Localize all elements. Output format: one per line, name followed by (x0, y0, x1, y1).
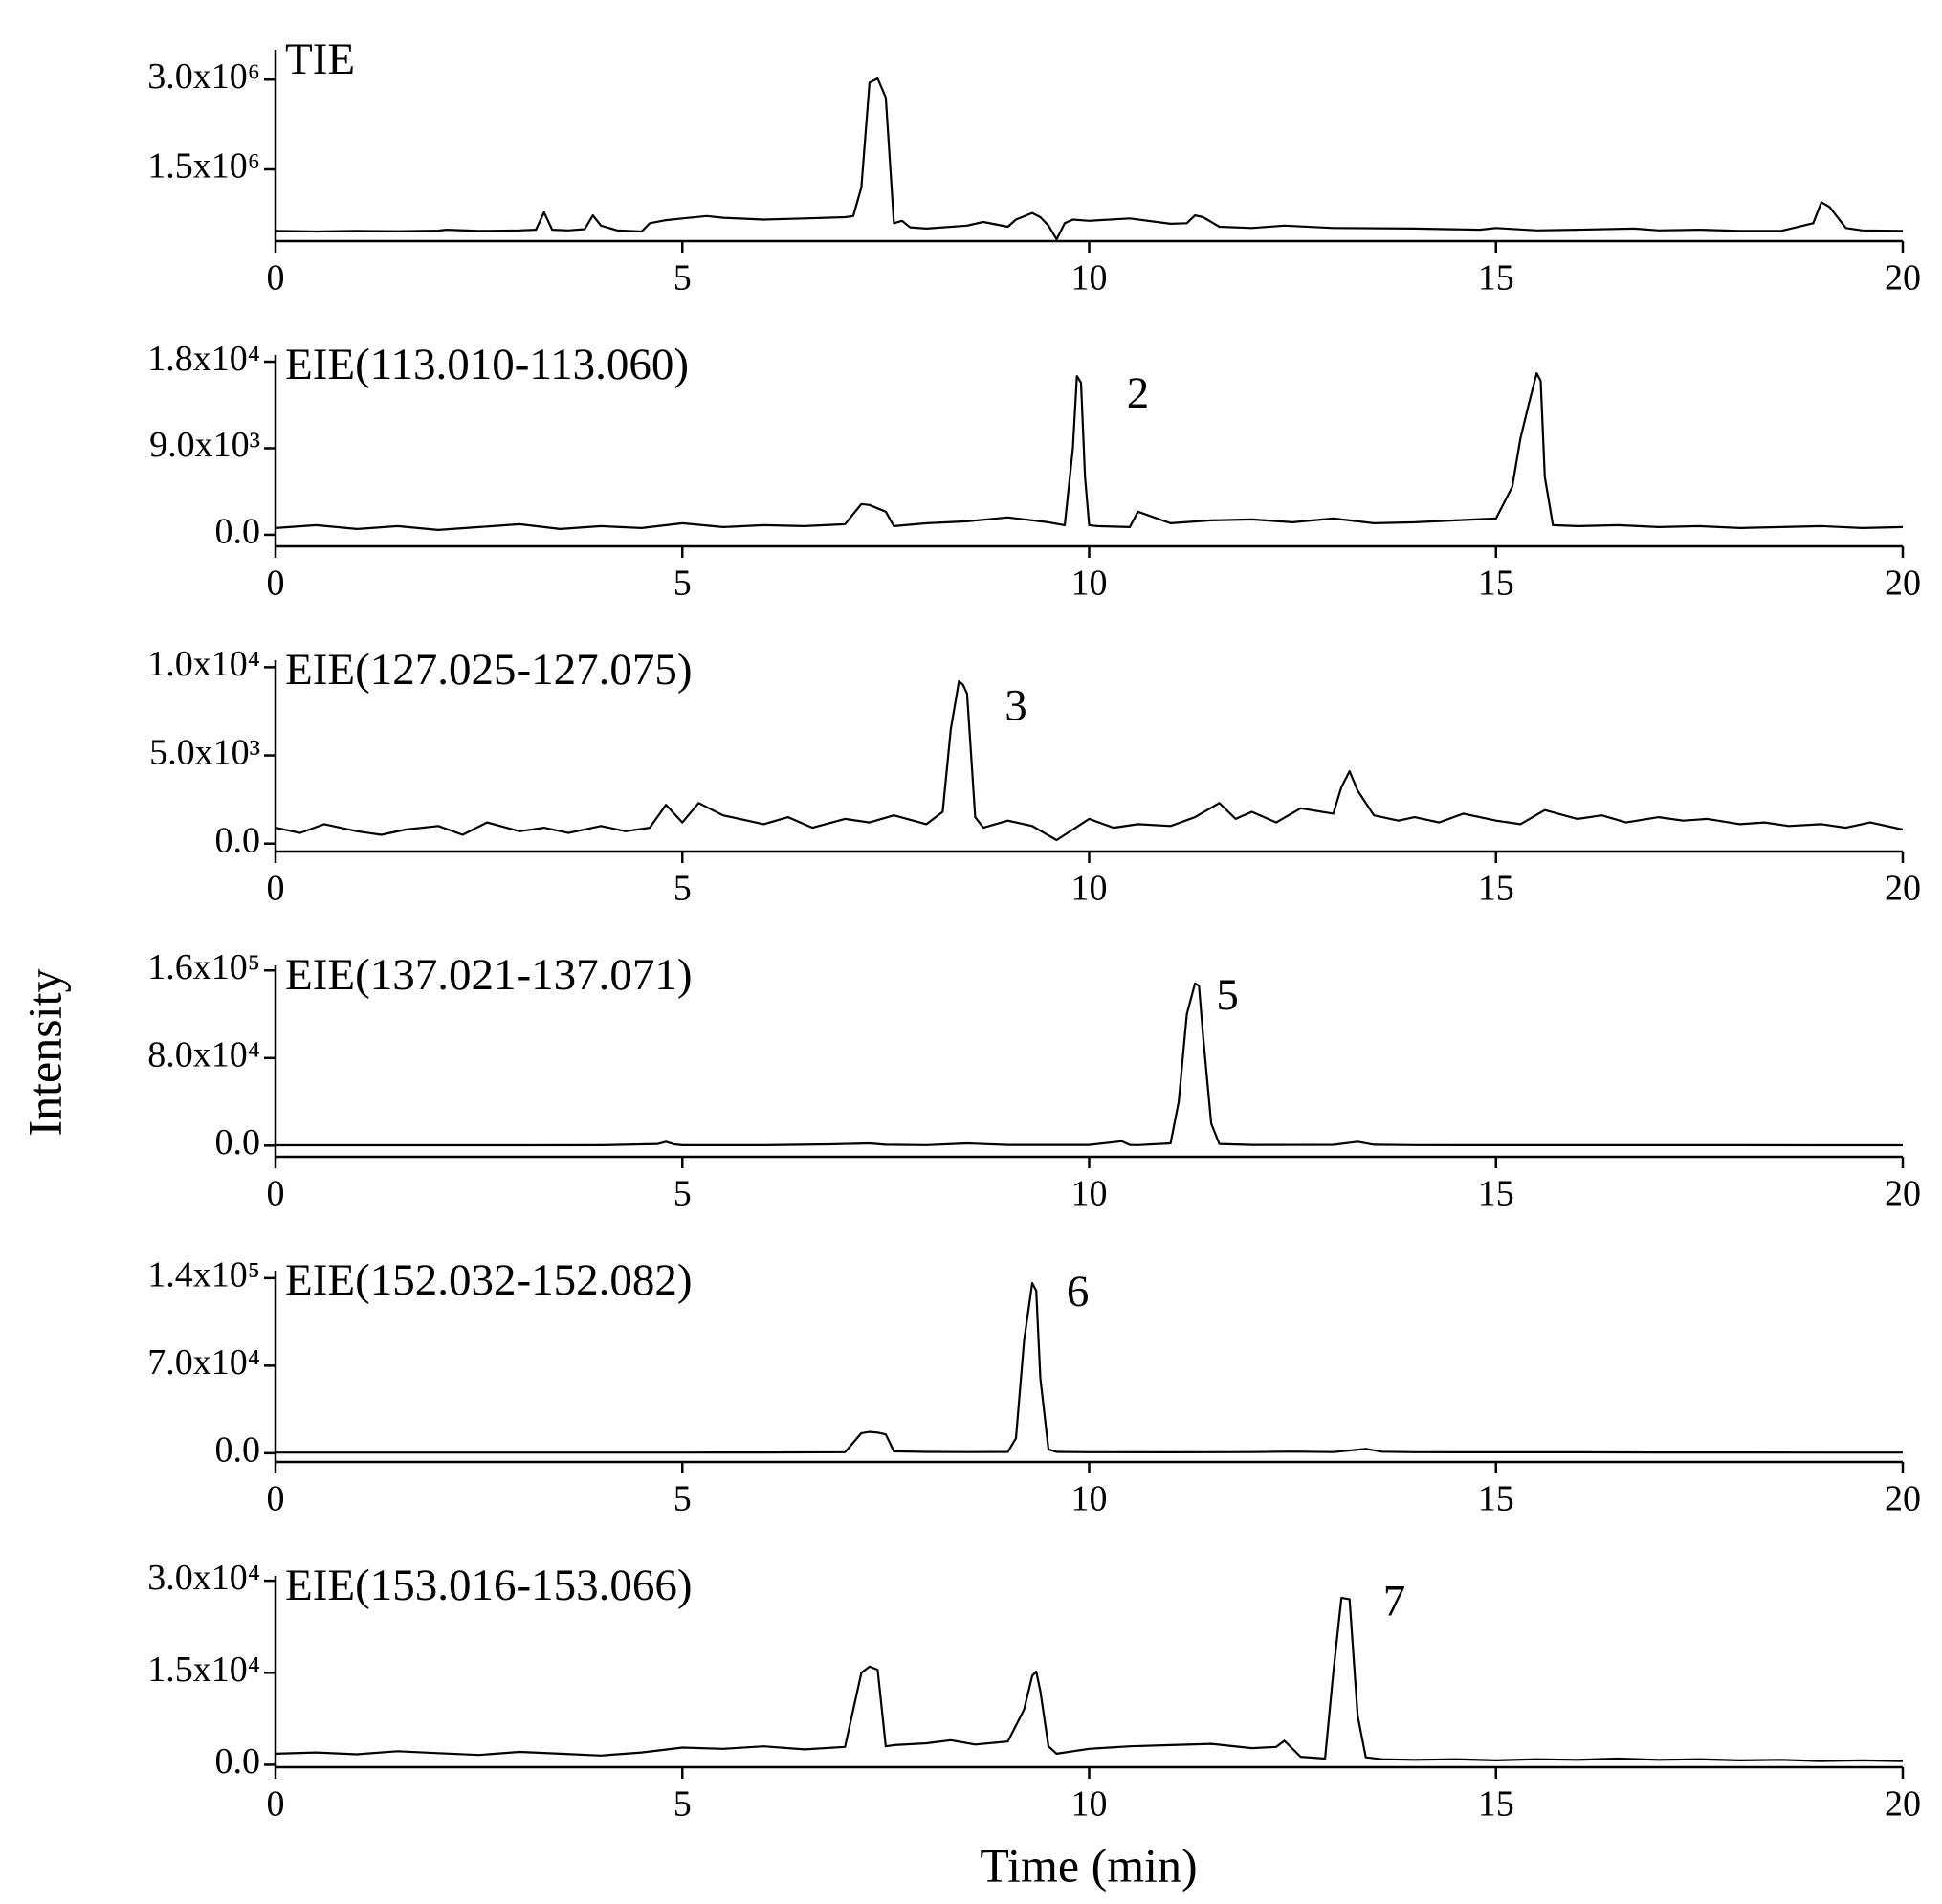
peak-label: 2 (1127, 368, 1150, 418)
x-tick-label: 10 (1071, 1479, 1108, 1519)
trace-line (275, 372, 1904, 531)
peak-label: 5 (1216, 970, 1239, 1020)
panel-title: EIE(113.010-113.060) (285, 340, 689, 389)
x-tick-label: 10 (1071, 1784, 1108, 1825)
panel-title: EIE(127.025-127.075) (285, 645, 693, 695)
x-tick-label: 15 (1478, 258, 1514, 299)
peak-label: 3 (1004, 680, 1027, 730)
x-tick-label: 5 (673, 258, 692, 299)
x-tick-label: 20 (1885, 1174, 1921, 1214)
trace-line (275, 680, 1904, 842)
y-tick-label: 1.5x10⁶ (147, 146, 260, 187)
x-tick-label: 20 (1885, 869, 1921, 909)
y-tick-label: 0.0 (215, 1741, 261, 1782)
y-tick-label: 3.0x10⁴ (147, 1558, 260, 1598)
x-tick-label: 15 (1478, 1784, 1514, 1825)
y-tick-label: 7.0x10⁴ (147, 1342, 260, 1383)
x-tick-label: 20 (1885, 258, 1921, 299)
x-tick-label: 15 (1478, 564, 1514, 604)
trace-line (275, 1597, 1904, 1762)
y-tick-label: 5.0x10³ (149, 732, 260, 772)
x-tick-label: 15 (1478, 1479, 1514, 1519)
x-tick-label: 10 (1071, 258, 1108, 299)
y-tick-label: 0.0 (215, 1122, 261, 1162)
x-tick-label: 5 (673, 1784, 692, 1825)
x-tick-label: 20 (1885, 564, 1921, 604)
y-tick-label: 9.0x10³ (149, 425, 260, 465)
y-tick-label: 1.6x10⁵ (147, 947, 260, 987)
panel-title: EIE(137.021-137.071) (285, 950, 693, 1000)
y-tick-label: 0.0 (215, 820, 261, 860)
trace-line (276, 982, 1903, 1147)
peak-label: 7 (1383, 1577, 1406, 1627)
y-tick-label: 1.5x10⁴ (147, 1649, 260, 1690)
y-tick-label: 1.8x10⁴ (147, 339, 260, 379)
x-tick-label: 0 (267, 1784, 285, 1825)
x-tick-label: 15 (1478, 1174, 1514, 1214)
panel-title: EIE(153.016-153.066) (285, 1561, 693, 1610)
y-tick-label: 1.0x10⁴ (147, 644, 260, 684)
x-tick-label: 5 (673, 869, 692, 909)
x-tick-label: 0 (267, 1174, 285, 1214)
x-tick-label: 0 (267, 1479, 285, 1519)
x-tick-label: 0 (267, 258, 285, 299)
x-tick-label: 5 (673, 1479, 692, 1519)
x-tick-label: 0 (267, 869, 285, 909)
panel-title: TIE (285, 34, 355, 84)
panel-title: EIE(152.032-152.082) (285, 1255, 693, 1305)
x-tick-label: 20 (1885, 1784, 1921, 1825)
x-axis-label: Time (min) (980, 1838, 1197, 1892)
x-tick-label: 10 (1071, 869, 1108, 909)
y-tick-label: 1.4x10⁵ (147, 1255, 260, 1295)
x-tick-label: 20 (1885, 1479, 1921, 1519)
y-tick-label: 0.0 (215, 512, 261, 552)
peak-label: 6 (1067, 1267, 1090, 1317)
y-tick-label: 3.0x10⁶ (147, 56, 260, 97)
y-axis-label: Intensity (17, 969, 71, 1137)
x-tick-label: 0 (267, 564, 285, 604)
trace-line (276, 1282, 1903, 1454)
x-tick-label: 15 (1478, 869, 1514, 909)
trace-line (275, 77, 1904, 241)
y-tick-label: 0.0 (215, 1430, 261, 1471)
x-tick-label: 10 (1071, 564, 1108, 604)
y-tick-label: 8.0x10⁴ (147, 1035, 260, 1075)
x-tick-label: 5 (673, 564, 692, 604)
x-tick-label: 10 (1071, 1174, 1108, 1214)
x-tick-label: 5 (673, 1174, 692, 1214)
